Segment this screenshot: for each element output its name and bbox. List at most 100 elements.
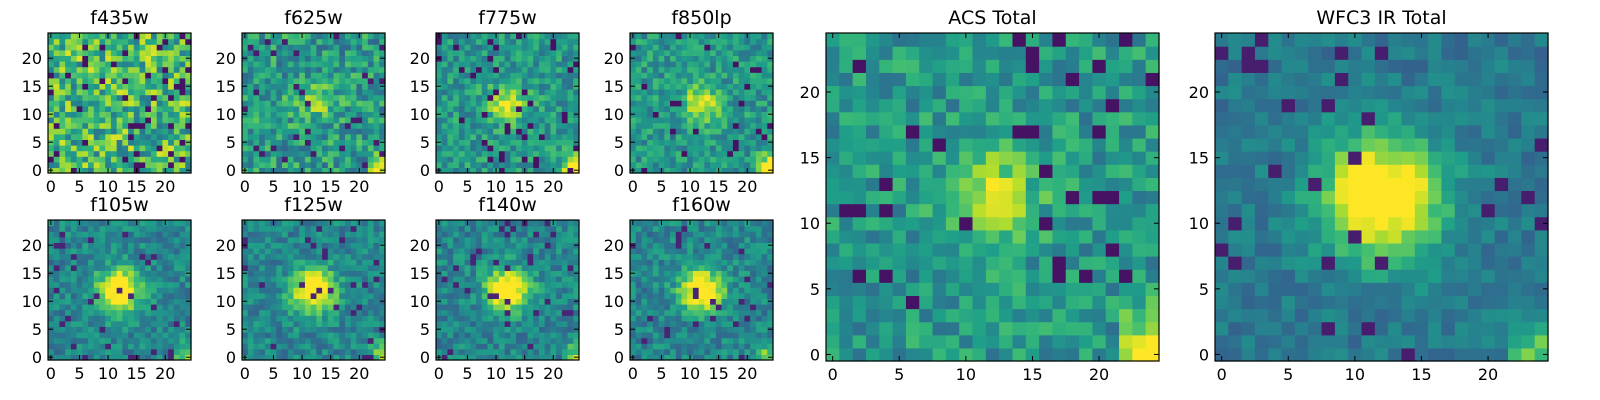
heatmap-cell bbox=[721, 309, 728, 316]
heatmap-cell bbox=[339, 150, 346, 157]
heatmap-cell bbox=[133, 66, 141, 73]
heatmap-cell bbox=[76, 61, 83, 68]
heatmap-cell bbox=[476, 150, 483, 157]
heatmap-cell bbox=[362, 348, 369, 355]
heatmap-cell bbox=[458, 133, 466, 140]
heatmap-cell bbox=[727, 117, 734, 124]
heatmap-cell bbox=[681, 281, 688, 288]
heatmap-cell bbox=[458, 259, 466, 266]
heatmap-cell bbox=[464, 259, 471, 266]
heatmap-cell bbox=[538, 242, 546, 249]
heatmap-cell bbox=[93, 348, 101, 355]
heatmap-cell bbox=[521, 287, 529, 294]
heatmap-cell bbox=[116, 315, 123, 322]
heatmap-cell bbox=[116, 236, 123, 243]
heatmap-cell bbox=[110, 287, 118, 294]
heatmap-cell bbox=[128, 343, 135, 350]
heatmap-cell bbox=[122, 111, 129, 118]
heatmap-cell bbox=[356, 348, 363, 355]
heatmap-cell bbox=[738, 33, 745, 40]
heatmap-cell bbox=[179, 89, 186, 96]
heatmap-cell bbox=[436, 225, 443, 232]
heatmap-cell bbox=[173, 326, 181, 333]
heatmap-cell bbox=[88, 100, 95, 107]
heatmap-cell bbox=[122, 292, 129, 299]
heatmap-cell bbox=[53, 89, 61, 96]
heatmap-cell bbox=[527, 128, 534, 135]
heatmap-cell bbox=[727, 83, 734, 90]
heatmap-cell bbox=[316, 259, 323, 266]
heatmap-cell bbox=[88, 33, 95, 40]
y-tick-label: 15 bbox=[410, 77, 430, 96]
heatmap-cell bbox=[156, 66, 163, 73]
heatmap-cell bbox=[715, 281, 723, 288]
heatmap-cell bbox=[122, 156, 129, 163]
heatmap-cell bbox=[287, 111, 295, 118]
heatmap-cell bbox=[327, 276, 335, 283]
heatmap-cell bbox=[493, 111, 500, 118]
heatmap-cell bbox=[652, 89, 660, 96]
heatmap-cell bbox=[322, 292, 329, 299]
heatmap-cell bbox=[727, 326, 734, 333]
heatmap-cell bbox=[544, 287, 551, 294]
heatmap-cell bbox=[687, 49, 694, 56]
heatmap-cell bbox=[70, 105, 78, 112]
heatmap-cell bbox=[658, 281, 665, 288]
heatmap-cell bbox=[82, 292, 89, 299]
heatmap-cell bbox=[145, 167, 152, 174]
heatmap-cell bbox=[487, 292, 494, 299]
heatmap-cell bbox=[516, 343, 523, 350]
heatmap-cell bbox=[550, 139, 557, 146]
heatmap-cell bbox=[322, 156, 329, 163]
heatmap-cell bbox=[561, 253, 569, 260]
heatmap-cell bbox=[692, 72, 700, 79]
heatmap-cell bbox=[356, 61, 363, 68]
heatmap-cell bbox=[675, 304, 683, 311]
heatmap-cell bbox=[481, 89, 489, 96]
heatmap-cell bbox=[128, 225, 135, 232]
heatmap-cell bbox=[70, 253, 78, 260]
heatmap-cell bbox=[105, 128, 112, 135]
heatmap-cell bbox=[527, 298, 534, 305]
heatmap-cell bbox=[436, 66, 443, 73]
heatmap-cell bbox=[185, 100, 192, 107]
heatmap-cell bbox=[727, 111, 734, 118]
heatmap-cell bbox=[738, 128, 745, 135]
x-tick-label: 0 bbox=[46, 177, 56, 196]
heatmap-cell bbox=[761, 44, 768, 51]
heatmap-cell bbox=[276, 309, 283, 316]
heatmap-cell bbox=[179, 33, 186, 40]
heatmap-cell bbox=[379, 77, 386, 84]
heatmap-cell bbox=[573, 231, 580, 238]
heatmap-cell bbox=[767, 281, 774, 288]
heatmap-cell bbox=[447, 167, 454, 174]
heatmap-cell bbox=[88, 242, 95, 249]
heatmap-cell bbox=[339, 259, 346, 266]
heatmap-cell bbox=[333, 72, 340, 79]
heatmap-cell bbox=[470, 167, 477, 174]
heatmap-cell bbox=[687, 161, 694, 168]
heatmap-cell bbox=[145, 287, 152, 294]
heatmap-cell bbox=[641, 61, 648, 68]
heatmap-cell bbox=[179, 248, 186, 255]
heatmap-cell bbox=[339, 332, 346, 339]
heatmap-cell bbox=[59, 292, 66, 299]
heatmap-cell bbox=[316, 49, 323, 56]
heatmap-cell bbox=[561, 287, 569, 294]
heatmap-cell bbox=[658, 77, 665, 84]
heatmap-cell bbox=[516, 167, 523, 174]
heatmap-cell bbox=[510, 94, 517, 101]
heatmap-cell bbox=[76, 156, 83, 163]
heatmap-cell bbox=[156, 253, 163, 260]
heatmap-cell bbox=[162, 161, 169, 168]
heatmap-cell bbox=[150, 89, 158, 96]
heatmap-cell bbox=[304, 49, 312, 56]
x-tick-label: 0 bbox=[628, 177, 638, 196]
heatmap-cell bbox=[476, 105, 483, 112]
heatmap-cell bbox=[287, 225, 295, 232]
heatmap-cell bbox=[652, 77, 660, 84]
heatmap-cell bbox=[316, 264, 323, 271]
x-tick-label: 10 bbox=[98, 364, 118, 383]
heatmap-cell bbox=[162, 270, 169, 277]
